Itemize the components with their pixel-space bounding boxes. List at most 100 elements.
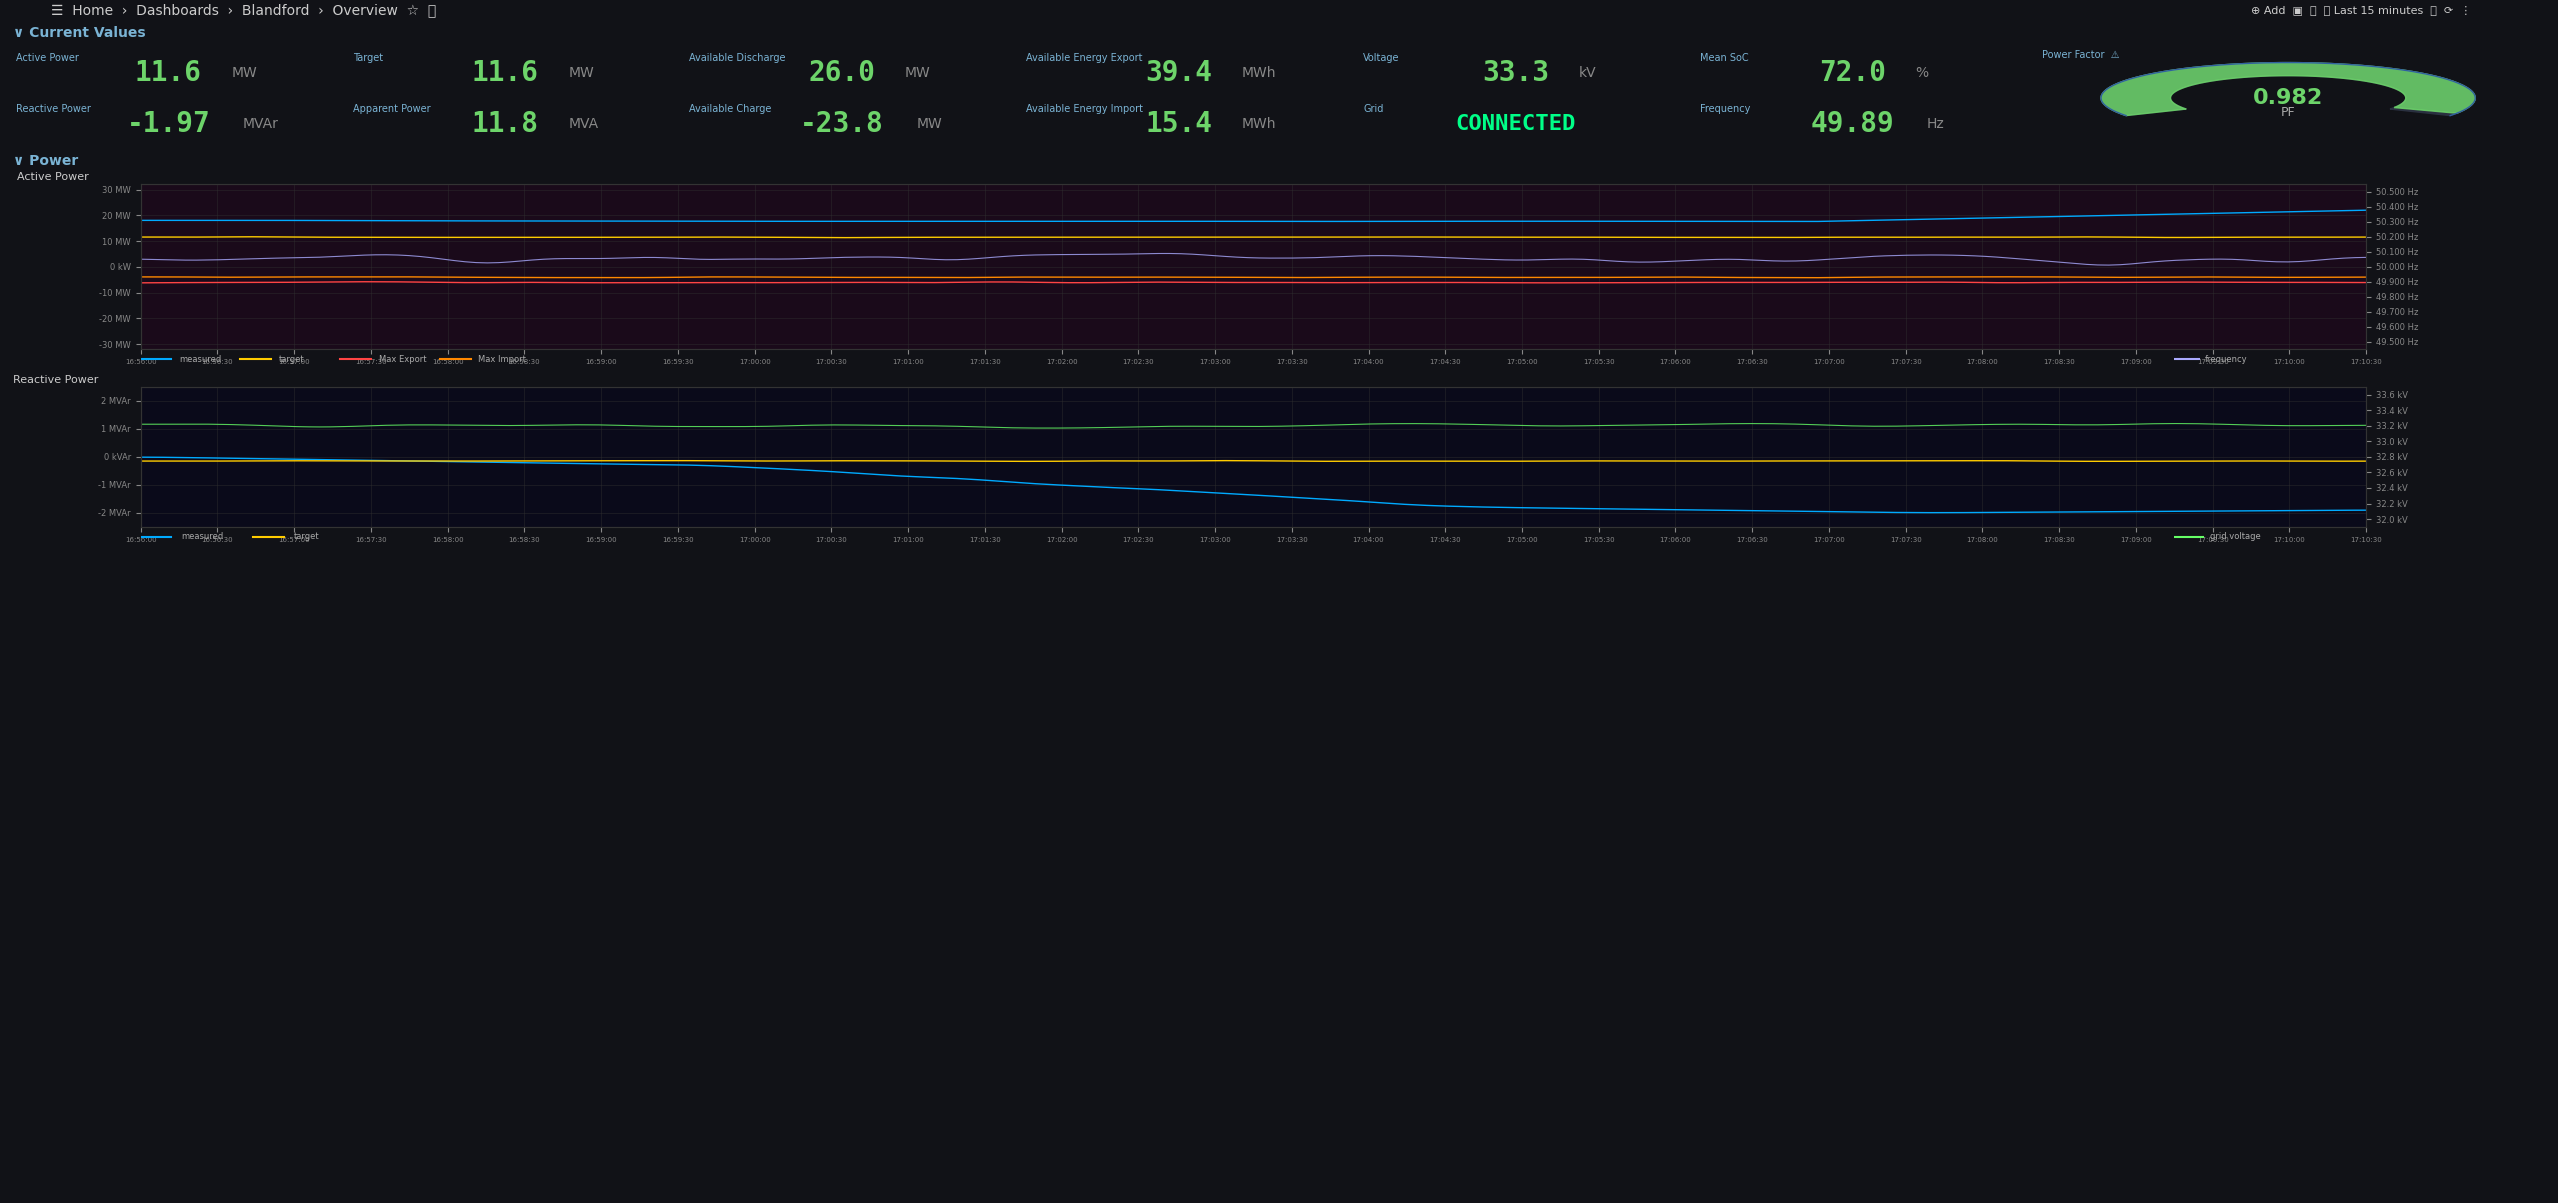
Text: ⊕ Add  ▣  🔔  ⏱ Last 15 minutes  🔍  ⟳  ⋮: ⊕ Add ▣ 🔔 ⏱ Last 15 minutes 🔍 ⟳ ⋮ (2251, 5, 2471, 14)
Text: Available Energy Import: Available Energy Import (1026, 103, 1143, 114)
Text: Active Power: Active Power (15, 53, 79, 63)
Polygon shape (2100, 63, 2476, 115)
Max Import (2182, 269, 2213, 284)
Text: ∨ Power: ∨ Power (13, 154, 79, 168)
Text: measured: measured (179, 355, 223, 363)
Max Export (2261, 275, 2292, 290)
Max Import (371, 269, 402, 284)
Text: CONNECTED: CONNECTED (1456, 114, 1576, 134)
Text: 11.6: 11.6 (136, 59, 202, 87)
Text: frequency: frequency (2205, 355, 2248, 363)
Text: MVAr: MVAr (243, 117, 279, 131)
Text: ☰  Home  ›  Dashboards  ›  Blandford  ›  Overview  ☆  ⑂: ☰ Home › Dashboards › Blandford › Overvi… (51, 2, 437, 17)
measured (2251, 205, 2282, 219)
Text: Frequency: Frequency (1701, 103, 1750, 114)
Text: 72.0: 72.0 (1819, 59, 1885, 87)
Text: Voltage: Voltage (1363, 53, 1399, 63)
frequency (1154, 247, 1184, 261)
target (2182, 230, 2213, 244)
Text: MVA: MVA (568, 117, 599, 131)
Text: Available Energy Export: Available Energy Export (1026, 53, 1143, 63)
Text: Apparent Power: Apparent Power (353, 103, 430, 114)
measured (2351, 203, 2381, 218)
Text: grid voltage: grid voltage (2210, 532, 2261, 541)
Text: MW: MW (230, 66, 258, 79)
Text: Max Export: Max Export (379, 355, 427, 363)
Max Import (215, 269, 246, 284)
Text: Hz: Hz (1926, 117, 1944, 131)
Text: 11.6: 11.6 (471, 59, 540, 87)
Text: target: target (294, 532, 320, 541)
Text: Available Charge: Available Charge (691, 103, 773, 114)
frequency (2182, 253, 2213, 267)
Max Export (550, 275, 581, 290)
Text: Max Import: Max Import (478, 355, 527, 363)
Text: MW: MW (916, 117, 941, 131)
target (2351, 230, 2381, 244)
target (238, 230, 269, 244)
Text: 11.8: 11.8 (471, 109, 540, 138)
Text: 26.0: 26.0 (808, 59, 875, 87)
Text: MW: MW (568, 66, 593, 79)
Max Export (348, 274, 379, 289)
Text: Power Factor  ⚠: Power Factor ⚠ (2041, 51, 2121, 60)
Max Export (2182, 275, 2213, 290)
frequency (2261, 255, 2292, 269)
Text: Active Power: Active Power (18, 172, 90, 183)
Text: 33.3: 33.3 (1481, 59, 1550, 87)
measured (1791, 214, 1821, 229)
measured (540, 214, 570, 229)
target (271, 230, 302, 244)
Text: -1.97: -1.97 (125, 109, 210, 138)
Line: frequency: frequency (141, 254, 2366, 265)
target (829, 231, 859, 245)
Max Export (2351, 275, 2381, 290)
measured (215, 213, 246, 227)
Text: PF: PF (2282, 106, 2295, 119)
Polygon shape (2100, 63, 2476, 115)
Max Export (215, 275, 246, 290)
Text: 15.4: 15.4 (1146, 109, 1212, 138)
Max Export (125, 275, 156, 290)
Max Export (258, 275, 289, 290)
Max Export (729, 275, 760, 290)
target (125, 230, 156, 244)
Text: Mean SoC: Mean SoC (1701, 53, 1750, 63)
Max Import (1791, 271, 1821, 285)
Max Import (258, 269, 289, 284)
Text: Grid: Grid (1363, 103, 1384, 114)
Max Import (729, 269, 760, 284)
Text: %: % (1916, 66, 1929, 79)
Text: 0.982: 0.982 (2254, 88, 2323, 108)
measured (125, 213, 156, 227)
Text: Available Discharge: Available Discharge (691, 53, 785, 63)
target (550, 230, 581, 244)
frequency (2351, 250, 2381, 265)
frequency (540, 251, 570, 266)
Text: Reactive Power: Reactive Power (13, 375, 97, 385)
Max Import (125, 269, 156, 284)
target (215, 230, 246, 244)
Max Import (550, 271, 581, 285)
measured (719, 214, 749, 229)
Text: kV: kV (1578, 66, 1596, 79)
frequency (258, 251, 289, 266)
Text: target: target (279, 355, 304, 363)
Max Import (2261, 271, 2292, 285)
Text: Reactive Power: Reactive Power (15, 103, 90, 114)
frequency (719, 251, 749, 266)
Max Import (2351, 269, 2381, 284)
Text: Target: Target (353, 53, 384, 63)
Text: -23.8: -23.8 (801, 109, 885, 138)
Text: ∨ Current Values: ∨ Current Values (13, 26, 146, 41)
frequency (125, 251, 156, 266)
frequency (2092, 257, 2123, 272)
measured (2172, 207, 2202, 221)
Text: 49.89: 49.89 (1811, 109, 1895, 138)
target (729, 230, 760, 244)
frequency (215, 253, 246, 267)
Max Export (1535, 275, 1565, 290)
target (2261, 230, 2292, 244)
measured (258, 213, 289, 227)
Text: measured: measured (182, 532, 225, 541)
